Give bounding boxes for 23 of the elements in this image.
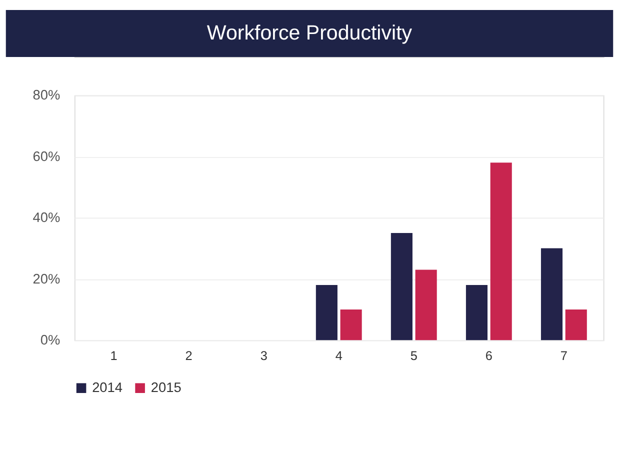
bar bbox=[316, 285, 338, 340]
y-tick-label: 80% bbox=[32, 88, 60, 103]
bar bbox=[390, 232, 412, 340]
bar bbox=[565, 309, 587, 340]
y-tick-label: 40% bbox=[32, 210, 60, 226]
bar bbox=[466, 285, 488, 340]
legend-label: 2015 bbox=[150, 380, 182, 396]
x-tick-label: 4 bbox=[335, 348, 342, 364]
y-tick-label: 20% bbox=[32, 271, 60, 286]
legend-label: 2014 bbox=[92, 380, 123, 396]
chart-title: Workforce Productivity bbox=[206, 21, 413, 44]
x-tick-label: 7 bbox=[560, 348, 568, 364]
bar bbox=[490, 162, 512, 340]
y-tick-label: 0% bbox=[40, 332, 60, 348]
bar bbox=[415, 270, 437, 340]
x-tick-label: 1 bbox=[110, 348, 118, 364]
x-tick-label: 3 bbox=[260, 348, 268, 364]
y-tick-label: 60% bbox=[32, 148, 60, 164]
x-tick-label: 6 bbox=[485, 348, 492, 364]
x-tick-label: 5 bbox=[410, 348, 418, 364]
x-tick-label: 2 bbox=[185, 348, 192, 364]
bar bbox=[340, 309, 362, 340]
bar bbox=[540, 248, 563, 340]
